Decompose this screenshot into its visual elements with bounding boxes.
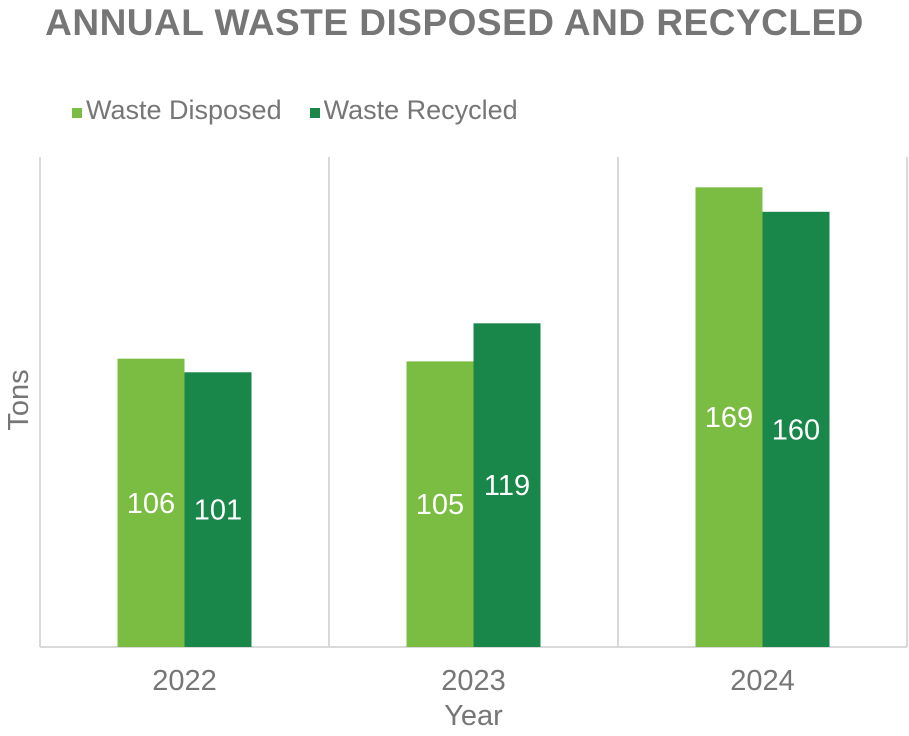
legend-item-waste-disposed: Waste Disposed	[72, 95, 282, 126]
chart-legend: Waste Disposed Waste Recycled	[72, 95, 546, 126]
data-label: 119	[484, 470, 530, 502]
x-axis-title: Year	[444, 700, 503, 732]
data-label: 106	[127, 488, 175, 520]
chart-title: ANNUAL WASTE DISPOSED AND RECYCLED	[45, 2, 864, 43]
legend-swatch-waste-recycled	[309, 107, 320, 118]
legend-swatch-waste-disposed	[72, 107, 82, 118]
x-tick-label: 2023	[441, 665, 506, 697]
legend-label-waste-disposed: Waste Disposed	[86, 95, 282, 125]
bar-waste-disposed-2023	[406, 361, 474, 647]
legend-item-waste-recycled: Waste Recycled	[309, 95, 518, 126]
bar-waste-recycled-2024	[762, 211, 830, 648]
data-label: 169	[705, 402, 753, 434]
data-label: 160	[772, 414, 820, 446]
bar-waste-recycled-2023	[473, 323, 541, 647]
bar-waste-recycled-2022	[184, 372, 252, 647]
data-label: 101	[194, 495, 242, 527]
legend-label-waste-recycled: Waste Recycled	[323, 95, 518, 125]
x-tick-label: 2022	[152, 665, 217, 697]
bar-waste-disposed-2022	[117, 358, 185, 647]
x-tick-label: 2024	[730, 665, 795, 697]
data-label: 105	[416, 489, 464, 521]
bar-waste-disposed-2024	[695, 187, 763, 647]
y-axis-title: Tons	[3, 369, 35, 430]
